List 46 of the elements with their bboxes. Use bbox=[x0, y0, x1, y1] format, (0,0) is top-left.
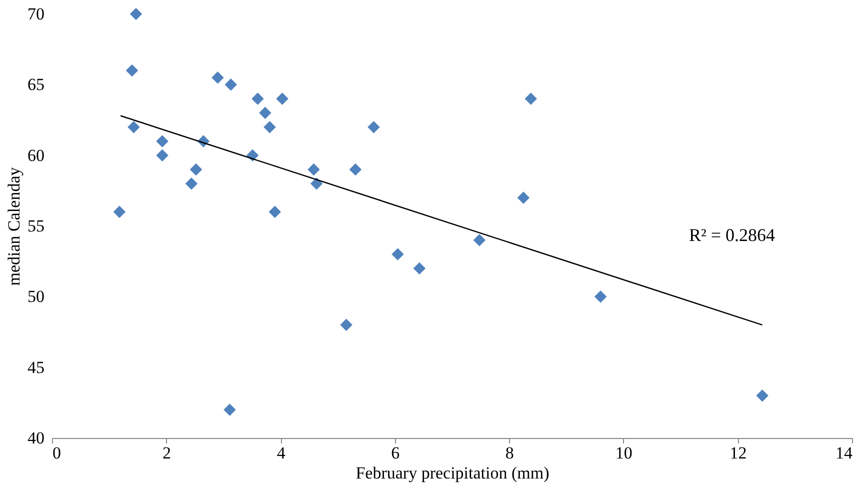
y-tick-label: 60 bbox=[28, 146, 44, 165]
point bbox=[156, 149, 168, 162]
point bbox=[156, 135, 168, 148]
point bbox=[224, 404, 236, 416]
y-axis-title: median Calenday bbox=[4, 166, 24, 286]
point bbox=[340, 318, 352, 332]
x-tick-label: 10 bbox=[615, 444, 632, 462]
point bbox=[594, 290, 607, 303]
point bbox=[392, 248, 404, 260]
annotation: R² = 0.2864 bbox=[688, 225, 776, 245]
x-tick-label: 14 bbox=[836, 444, 853, 462]
point bbox=[264, 120, 276, 134]
point bbox=[185, 177, 198, 190]
point bbox=[756, 389, 768, 402]
x-tick-label: 0 bbox=[52, 444, 61, 462]
point bbox=[259, 106, 272, 120]
point bbox=[126, 64, 138, 77]
point bbox=[190, 163, 202, 176]
point bbox=[524, 92, 537, 105]
x-tick-label: 4 bbox=[276, 444, 286, 462]
point bbox=[128, 120, 140, 134]
point bbox=[268, 206, 281, 218]
point bbox=[473, 234, 486, 246]
x-tick-label: 8 bbox=[505, 444, 514, 462]
x-tick-label: 6 bbox=[391, 444, 400, 462]
point bbox=[349, 163, 362, 176]
point bbox=[224, 78, 237, 91]
y-tick-label: 55 bbox=[28, 216, 44, 236]
x-tick-label: 12 bbox=[730, 444, 747, 462]
x-axis-title: February precipitation (mm) bbox=[356, 464, 550, 482]
point bbox=[130, 8, 142, 20]
point bbox=[276, 92, 288, 105]
y-tick-label: 65 bbox=[28, 75, 44, 94]
point bbox=[212, 71, 224, 84]
point bbox=[310, 177, 323, 190]
point bbox=[308, 163, 320, 176]
y-tick-label: 45 bbox=[28, 358, 44, 377]
y-tick-label: 70 bbox=[28, 4, 44, 24]
y-tick-label: 40 bbox=[28, 428, 44, 448]
point bbox=[368, 120, 380, 134]
y-tick-label: 50 bbox=[28, 287, 44, 306]
point bbox=[113, 206, 126, 218]
x-tick-label: 2 bbox=[162, 444, 172, 462]
point bbox=[413, 262, 426, 275]
point bbox=[252, 92, 264, 105]
point bbox=[517, 192, 530, 204]
